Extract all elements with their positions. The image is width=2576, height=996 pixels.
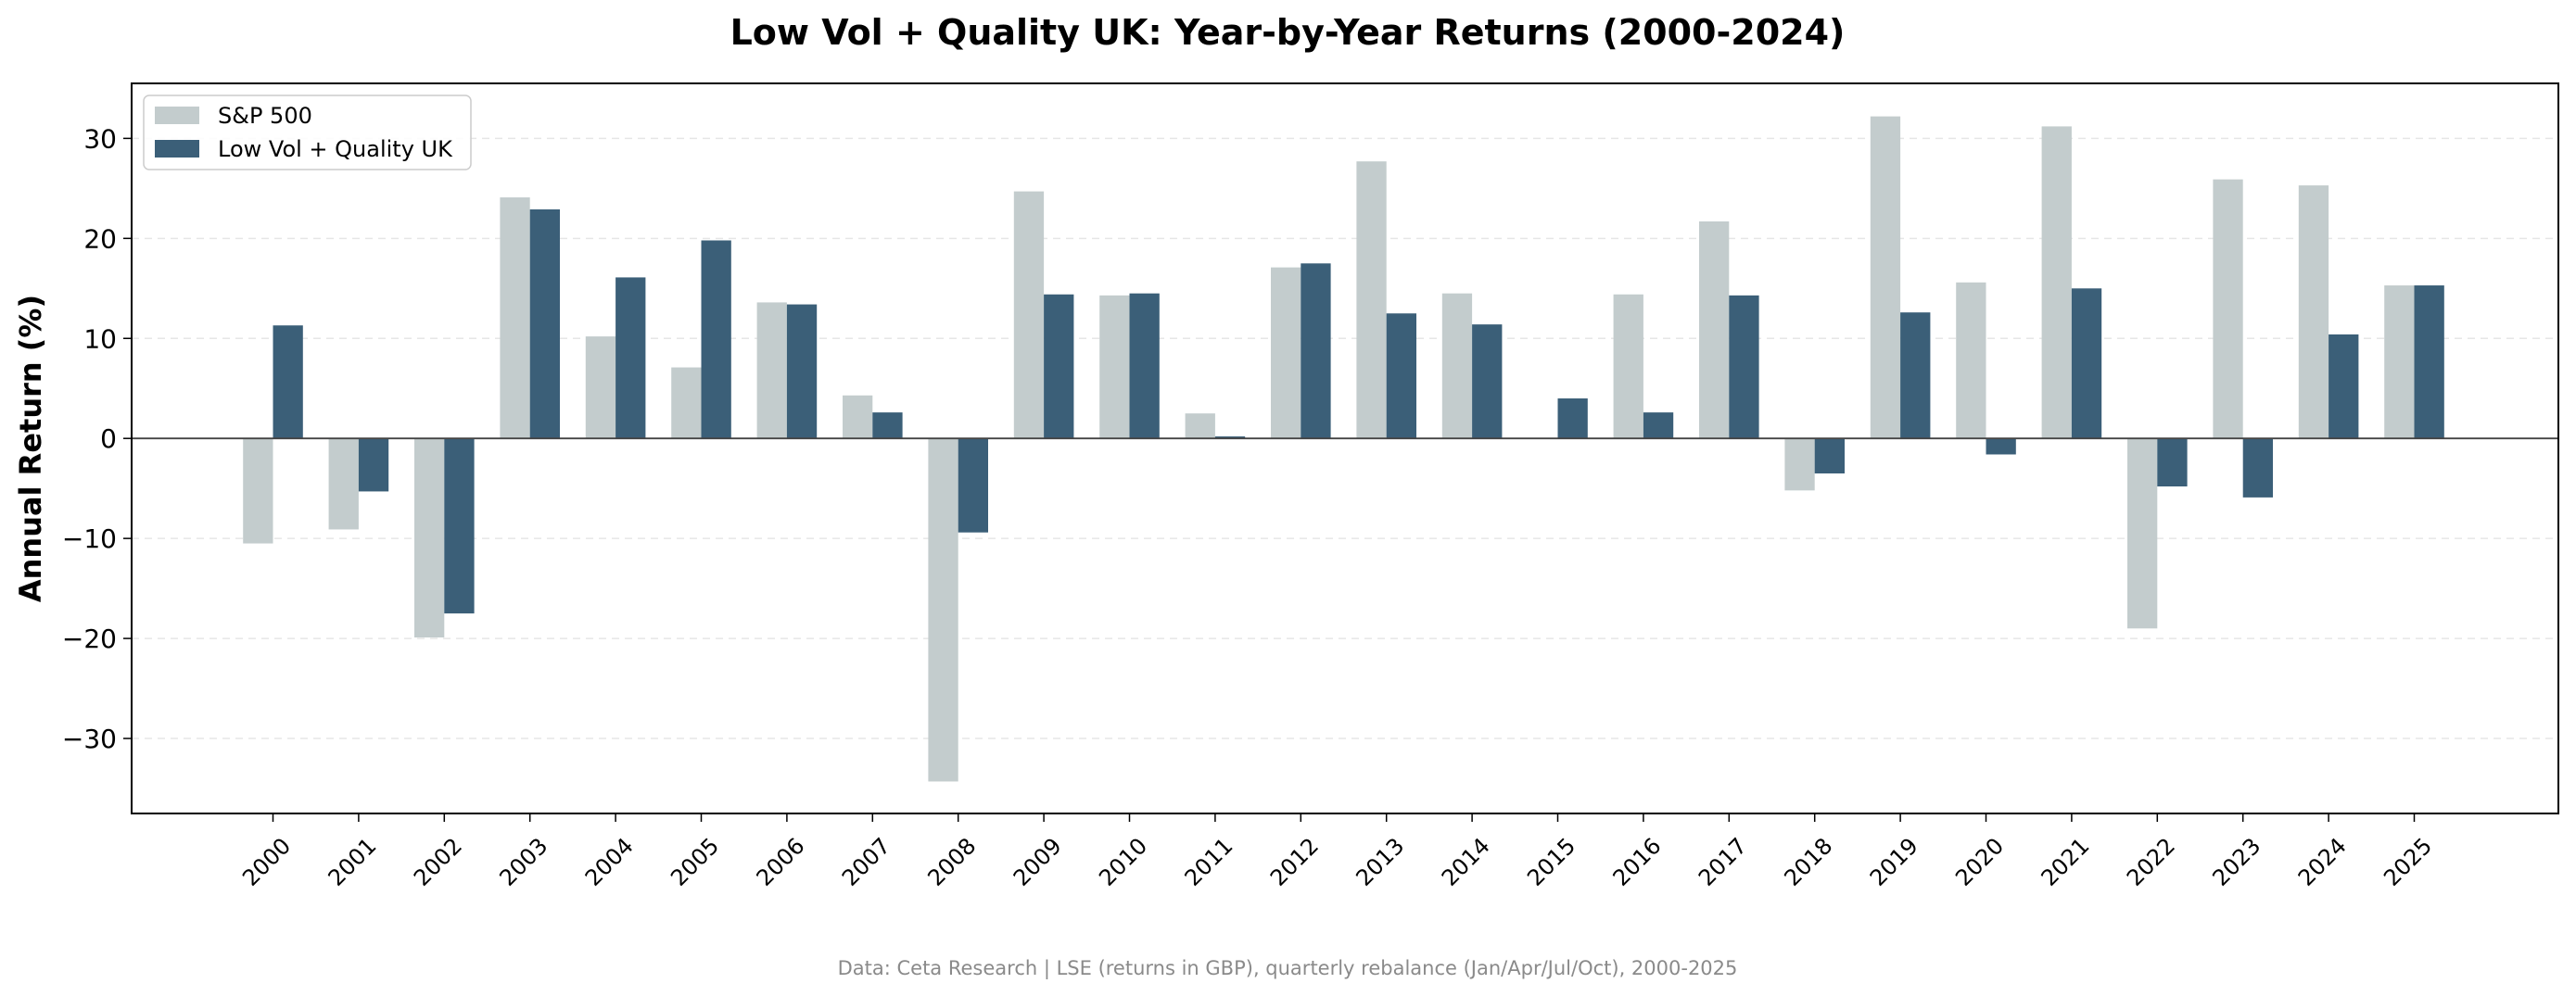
bar-sp500-2023	[2213, 179, 2243, 439]
x-tick-label-2001: 2001	[324, 833, 382, 891]
bar-low-vol-quality-uk-2017	[1729, 295, 1759, 439]
bar-sp500-2003	[500, 197, 530, 439]
x-tick-label-2019: 2019	[1865, 833, 1923, 891]
bar-low-vol-quality-uk-2019	[1900, 312, 1931, 439]
bar-sp500-2007	[843, 395, 873, 439]
plot-frame	[131, 82, 2559, 814]
bar-sp500-2008	[928, 438, 958, 782]
footnote: Data: Ceta Research | LSE (returns in GB…	[838, 957, 1738, 980]
legend: S&P 500 Low Vol + Quality UK	[143, 95, 472, 170]
bar-low-vol-quality-uk-2014	[1472, 324, 1503, 439]
x-tick-label-2021: 2021	[2037, 833, 2095, 891]
legend-label-sp500: S&P 500	[218, 103, 312, 129]
bar-low-vol-quality-uk-2008	[958, 438, 988, 533]
x-tick-label-2010: 2010	[1094, 833, 1152, 891]
x-tick-label-2003: 2003	[494, 833, 552, 891]
bar-low-vol-quality-uk-2012	[1301, 263, 1331, 439]
bar-low-vol-quality-uk-2018	[1814, 438, 1845, 473]
y-tick-label: 20	[83, 223, 117, 254]
bar-low-vol-quality-uk-2007	[872, 412, 903, 439]
chart-title: Low Vol + Quality UK: Year-by-Year Retur…	[730, 12, 1846, 53]
bar-low-vol-quality-uk-2024	[2329, 334, 2359, 439]
y-tick-label: −20	[62, 624, 117, 654]
x-tick-label-2006: 2006	[752, 833, 810, 891]
y-tick-label: 0	[100, 423, 117, 454]
x-tick-label-2020: 2020	[1950, 833, 2009, 891]
bar-low-vol-quality-uk-2009	[1044, 294, 1074, 439]
bar-sp500-2002	[414, 438, 445, 638]
bar-low-vol-quality-uk-2021	[2071, 288, 2102, 439]
bar-sp500-2020	[1956, 282, 1986, 439]
bar-low-vol-quality-uk-2003	[529, 209, 560, 439]
bar-sp500-2005	[671, 367, 702, 439]
y-tick-label: 10	[83, 323, 117, 354]
x-tick-label-2014: 2014	[1437, 833, 1495, 891]
x-tick-label-2004: 2004	[580, 833, 639, 891]
x-tick-label-2009: 2009	[1009, 833, 1067, 891]
x-tick-label-2018: 2018	[1779, 833, 1837, 891]
bar-low-vol-quality-uk-2015	[1557, 398, 1588, 439]
x-tick-label-2012: 2012	[1265, 833, 1324, 891]
x-tick-label-2024: 2024	[2293, 833, 2352, 891]
x-tick-label-2015: 2015	[1522, 833, 1580, 891]
bar-sp500-2025	[2384, 285, 2415, 439]
bar-sp500-2013	[1356, 161, 1387, 439]
bar-low-vol-quality-uk-2006	[786, 304, 818, 439]
x-tick-label-2013: 2013	[1351, 833, 1409, 891]
legend-swatch-sp500	[155, 107, 199, 124]
bars	[243, 116, 2444, 782]
x-tick-label-2002: 2002	[409, 833, 467, 891]
y-axis-ticks: −30 −20 −10 0 10 20 30	[62, 123, 132, 754]
y-tick-label: −30	[62, 724, 117, 754]
bar-sp500-2016	[1613, 294, 1643, 439]
bar-sp500-2018	[1784, 438, 1815, 491]
bar-low-vol-quality-uk-2016	[1643, 412, 1674, 439]
x-tick-label-2005: 2005	[666, 833, 724, 891]
bar-sp500-2000	[243, 438, 273, 544]
bar-low-vol-quality-uk-2004	[615, 277, 646, 439]
legend-box	[143, 95, 472, 170]
x-tick-label-2023: 2023	[2207, 833, 2265, 891]
bar-sp500-2009	[1013, 191, 1045, 439]
bar-low-vol-quality-uk-2010	[1129, 293, 1160, 439]
x-tick-label-2008: 2008	[922, 833, 981, 891]
bar-sp500-2017	[1699, 221, 1730, 439]
bar-low-vol-quality-uk-2011	[1214, 436, 1246, 439]
bar-low-vol-quality-uk-2025	[2414, 285, 2444, 439]
x-tick-label-2016: 2016	[1608, 833, 1667, 891]
bar-low-vol-quality-uk-2013	[1386, 313, 1416, 439]
x-axis-ticks: 2000 2001 2002 2003 2004 2005 2006 2007 2008 2009…	[237, 813, 2437, 891]
bar-sp500-2022	[2127, 438, 2158, 629]
legend-swatch-low-vol-quality-uk	[155, 140, 199, 158]
legend-label-low-vol-quality-uk: Low Vol + Quality UK	[218, 136, 453, 162]
bar-sp500-2021	[2041, 126, 2072, 439]
x-tick-label-2007: 2007	[837, 833, 895, 891]
bar-low-vol-quality-uk-2005	[701, 240, 731, 439]
y-tick-label: 30	[83, 123, 117, 154]
bar-sp500-2006	[756, 302, 787, 439]
x-tick-label-2025: 2025	[2379, 833, 2437, 891]
bar-sp500-2019	[1870, 116, 1901, 439]
bar-sp500-2001	[328, 438, 359, 530]
bar-sp500-2012	[1271, 267, 1301, 439]
y-tick-label: −10	[62, 523, 117, 554]
x-tick-label-2000: 2000	[237, 833, 296, 891]
x-tick-label-2011: 2011	[1180, 833, 1238, 891]
bar-sp500-2014	[1441, 293, 1473, 439]
bar-low-vol-quality-uk-2001	[358, 438, 389, 492]
bar-low-vol-quality-uk-2020	[1986, 438, 2016, 455]
y-axis-label: Annual Return (%)	[13, 295, 48, 602]
x-tick-label-2017: 2017	[1694, 833, 1752, 891]
bar-sp500-2010	[1099, 295, 1130, 439]
bar-sp500-2024	[2298, 185, 2329, 439]
x-tick-label-2022: 2022	[2122, 833, 2180, 891]
bar-low-vol-quality-uk-2023	[2242, 438, 2273, 498]
bar-sp500-2004	[585, 336, 616, 439]
bar-low-vol-quality-uk-2000	[273, 325, 303, 439]
bar-low-vol-quality-uk-2002	[444, 438, 475, 614]
bar-sp500-2011	[1185, 413, 1215, 439]
bar-low-vol-quality-uk-2022	[2157, 438, 2188, 487]
